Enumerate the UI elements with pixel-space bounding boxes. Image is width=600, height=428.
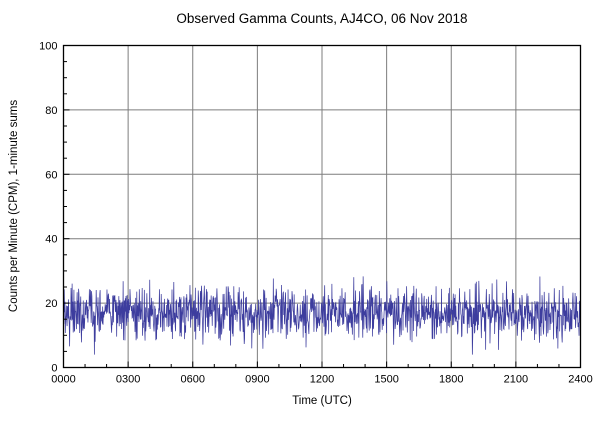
x-tick-label: 1800	[439, 374, 463, 386]
x-axis-label: Time (UTC)	[292, 395, 352, 407]
x-tick-label: 1200	[310, 374, 334, 386]
x-tick-label: 0600	[181, 374, 205, 386]
x-tick-label: 0300	[116, 374, 140, 386]
x-tick-label: 2100	[504, 374, 528, 386]
chart-title: Observed Gamma Counts, AJ4CO, 06 Nov 201…	[176, 11, 467, 26]
y-tick-label: 100	[39, 41, 57, 53]
y-axis-label: Counts per Minute (CPM), 1-minute sums	[8, 100, 20, 312]
x-tick-label: 1500	[374, 374, 398, 386]
tick-labels: 0 20 40 60 80 100 0000 0300 0600 0900 1200 1500 1800…	[39, 41, 593, 386]
x-tick-label: 0900	[245, 374, 269, 386]
y-tick-label: 40	[45, 234, 57, 246]
plot-frame	[62, 44, 582, 369]
y-tick-label: 80	[45, 105, 57, 117]
y-tick-label: 0	[51, 363, 57, 375]
y-tick-label: 20	[45, 298, 57, 310]
y-tick-label: 60	[45, 169, 57, 181]
gamma-counts-line	[63, 276, 581, 355]
x-tick-label: 0000	[51, 374, 75, 386]
gridlines	[63, 45, 581, 368]
data-series	[63, 276, 581, 355]
x-tick-label: 2400	[568, 374, 592, 386]
